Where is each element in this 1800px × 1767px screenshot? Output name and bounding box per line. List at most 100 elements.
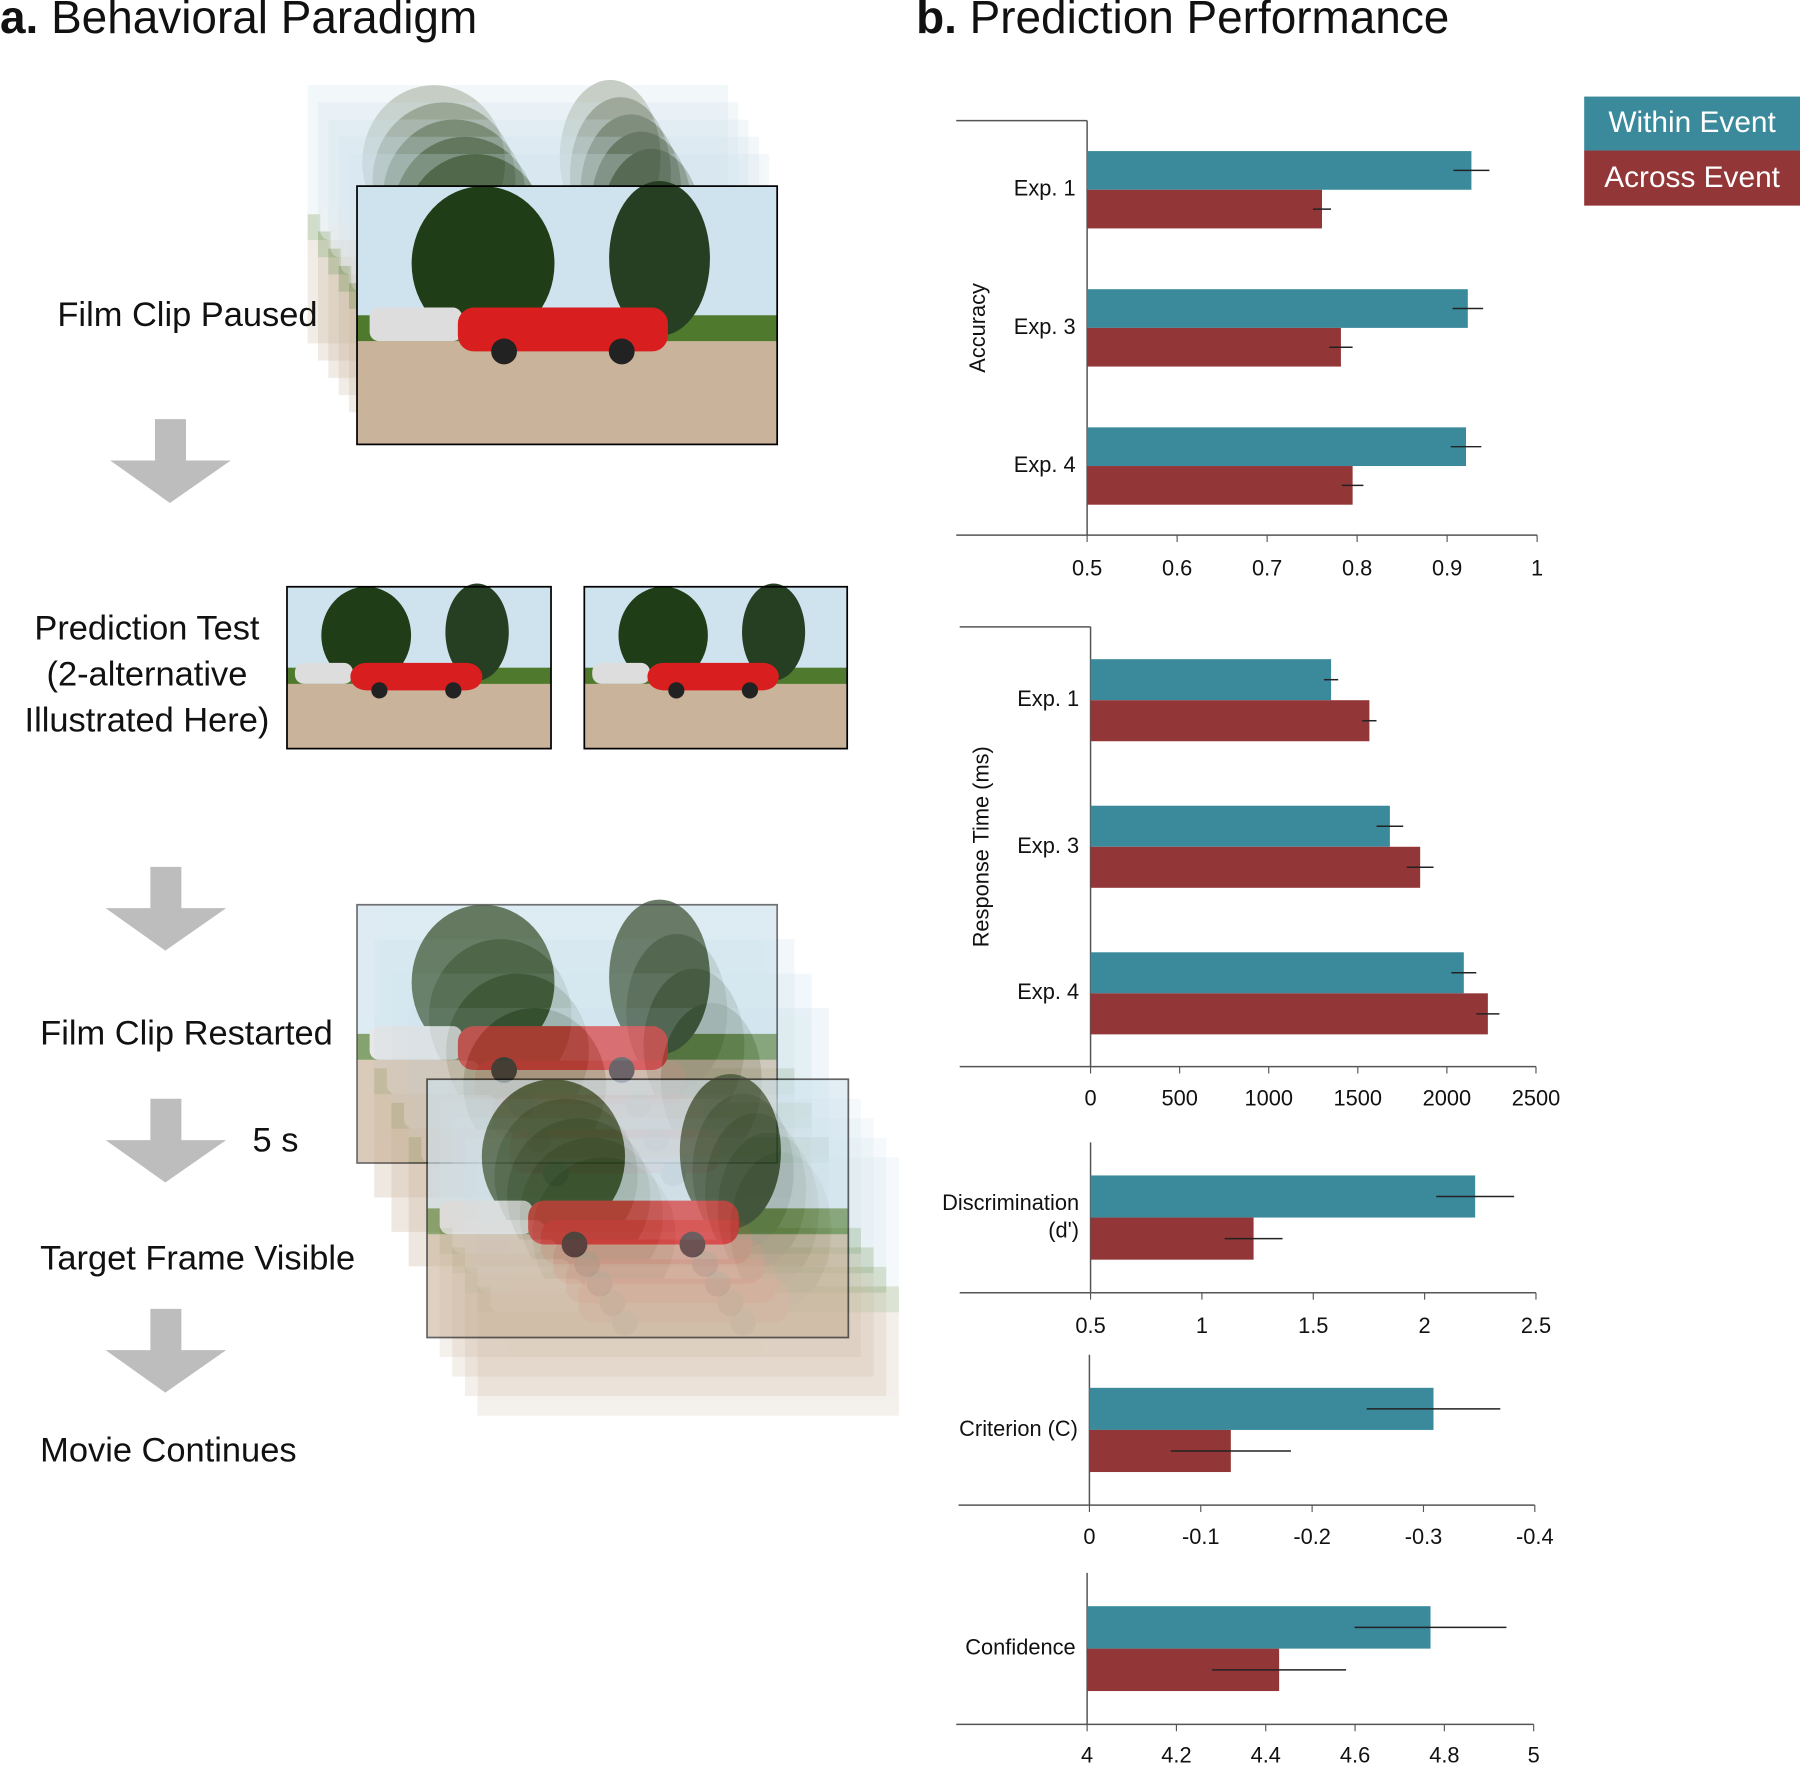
category-label-box: Exp. 3 — [918, 817, 1079, 877]
category-label-box: Confidence — [915, 1619, 1076, 1679]
category-label-text: Exp. 3 — [1017, 834, 1080, 859]
car — [457, 1026, 668, 1071]
bar — [1090, 700, 1370, 742]
bar — [1090, 846, 1421, 888]
category-label: Criterion (C) — [917, 1400, 1078, 1460]
category-label-text: Confidence — [965, 1635, 1076, 1661]
category-label-box: Criterion (C) — [917, 1400, 1078, 1460]
tree — [742, 583, 806, 681]
bar — [1090, 659, 1332, 701]
step-label: Target Frame Visible — [40, 1240, 355, 1278]
legend: Within Event Across Event — [1584, 96, 1800, 206]
tree — [609, 899, 710, 1055]
panel-label: b. — [916, 0, 957, 43]
x-tick-label: 500 — [1161, 1086, 1197, 1111]
legend-label: Across Event — [1604, 161, 1780, 194]
category-label-text: Discrimination (d') — [942, 1191, 1080, 1243]
category-label: Exp. 1 — [918, 670, 1079, 730]
x-tick-label: 0.6 — [1162, 555, 1192, 580]
wheel — [679, 1231, 706, 1258]
film-frame — [356, 180, 779, 446]
category-label: Exp. 3 — [915, 298, 1076, 358]
category-label-text: Exp. 3 — [1013, 315, 1076, 340]
x-tick-label: -0.2 — [1293, 1524, 1331, 1549]
category-label-text: Exp. 4 — [1013, 453, 1076, 478]
x-tick-label: 1.5 — [1298, 1313, 1328, 1338]
panel-b-title: b. Prediction Performance — [916, 0, 1449, 43]
arrow — [110, 419, 231, 503]
car — [647, 662, 779, 691]
arrow — [105, 1098, 227, 1183]
panel-a-title: a. Behavioral Paradigm — [0, 0, 477, 43]
legend-swatch — [1584, 96, 1800, 151]
category-label-text: Exp. 4 — [1017, 980, 1080, 1005]
x-tick-label: 4.8 — [1429, 1742, 1459, 1767]
car — [369, 307, 463, 342]
wheel — [491, 338, 517, 365]
car — [350, 662, 483, 691]
category-label-box: Discrimination (d') — [918, 1188, 1079, 1248]
x-tick-label: 0.8 — [1342, 555, 1372, 580]
category-label-box: Exp. 4 — [915, 436, 1076, 496]
frame-border — [286, 585, 552, 750]
wheel — [561, 1231, 588, 1258]
bar — [1087, 189, 1323, 229]
wheel — [668, 682, 685, 699]
x-tick-label: -0.3 — [1405, 1524, 1443, 1549]
arrow — [105, 866, 227, 951]
x-tick-label: 0.5 — [1075, 1313, 1105, 1338]
tree — [411, 186, 555, 342]
x-tick-label: -0.4 — [1516, 1524, 1554, 1549]
x-tick-label: 0 — [1084, 1086, 1096, 1111]
x-tick-label: 1000 — [1244, 1086, 1293, 1111]
car — [457, 307, 668, 352]
bar — [1087, 427, 1467, 467]
chart: 0 500 1000 1500 2000 2500 Response Time (ms) Ex… — [918, 626, 1560, 1111]
bar — [1090, 1175, 1476, 1218]
x-tick-label: 4.4 — [1251, 1742, 1281, 1767]
x-tick-label: 5 — [1528, 1742, 1540, 1767]
panel-title: Behavioral Paradigm — [51, 0, 477, 43]
category-label: Confidence — [915, 1619, 1076, 1679]
bar — [1087, 466, 1353, 505]
wheel — [445, 682, 462, 699]
category-label-box: Exp. 3 — [915, 298, 1076, 358]
x-tick-label: 1500 — [1334, 1086, 1383, 1111]
chart: 0 -0.1 -0.2 -0.3 -0.4 Criterion (C) — [917, 1354, 1554, 1549]
panel-label: a. — [0, 0, 38, 43]
step-label: Illustrated Here) — [25, 701, 270, 739]
x-tick-label: 4.2 — [1161, 1742, 1191, 1767]
film-frame — [286, 583, 552, 750]
y-axis-label: Accuracy — [965, 283, 990, 373]
x-tick-label: 0 — [1083, 1524, 1095, 1549]
x-tick-label: 0.7 — [1252, 555, 1282, 580]
x-tick-label: 2000 — [1423, 1086, 1472, 1111]
film-frame — [426, 1074, 850, 1339]
film-frame — [583, 583, 849, 750]
category-label-text: Criterion (C) — [959, 1417, 1078, 1442]
frame-border — [356, 185, 779, 446]
category-label-box: Exp. 1 — [918, 670, 1079, 730]
bar — [1087, 289, 1468, 328]
tree — [618, 586, 708, 684]
tree — [321, 586, 412, 684]
category-label-box: Exp. 1 — [915, 160, 1076, 220]
x-tick-label: 4 — [1081, 1742, 1093, 1767]
car — [439, 1200, 533, 1235]
delay-label: 5 s — [253, 1121, 299, 1159]
chart: 0.5 0.6 0.7 0.8 0.9 1 Accuracy Exp. 1 Exp. 3 Exp.… — [915, 119, 1543, 580]
step-label: Movie Continues — [40, 1431, 296, 1469]
wheel — [608, 338, 635, 365]
category-label-box: Exp. 4 — [918, 963, 1079, 1023]
x-tick-label: 1 — [1196, 1313, 1208, 1338]
x-tick-label: -0.1 — [1182, 1524, 1220, 1549]
category-label: Exp. 4 — [918, 963, 1079, 1023]
step-label: (2-alternative — [46, 655, 247, 693]
bar — [1090, 805, 1390, 847]
car — [369, 1026, 463, 1060]
category-label: Exp. 4 — [915, 436, 1076, 496]
panel-title: Prediction Performance — [970, 0, 1450, 43]
step-label: Film Clip Restarted — [40, 1015, 333, 1053]
legend-label: Within Event — [1608, 106, 1776, 139]
